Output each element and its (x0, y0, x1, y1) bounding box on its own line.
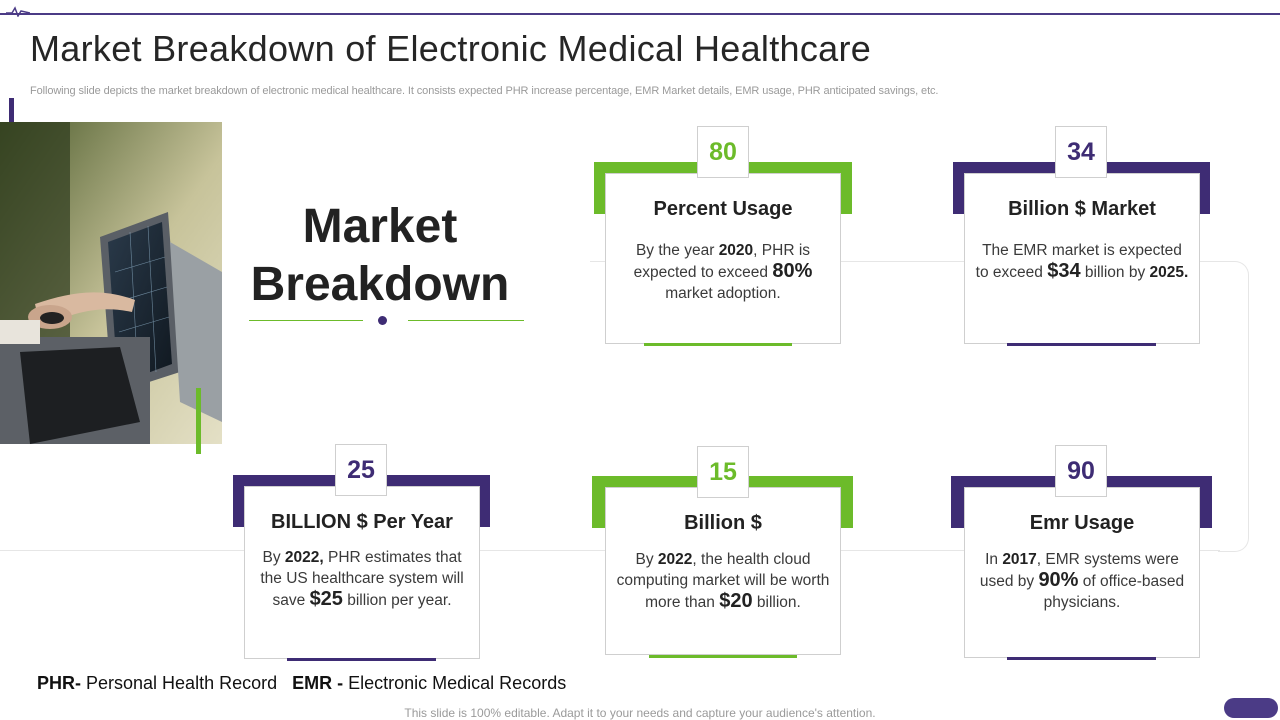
hero-divider-left (249, 320, 363, 321)
connector-line-top (590, 261, 1220, 262)
card-title: Billion $ Market (1008, 198, 1156, 220)
card-percent-usage: Percent Usage By the year 2020, PHR is e… (605, 173, 841, 344)
card-value-badge: 34 (1055, 126, 1107, 178)
card-title: BILLION $ Per Year (271, 511, 453, 533)
card-value-badge: 90 (1055, 445, 1107, 497)
accent-bar-green (196, 388, 201, 454)
hero-heading: Market Breakdown (236, 198, 524, 314)
hero-line-1: Market (302, 200, 458, 253)
hero-divider-right (408, 320, 524, 321)
card-underline (1007, 657, 1156, 660)
card-underline (1007, 343, 1156, 346)
card-value-badge: 80 (697, 126, 749, 178)
card-underline (644, 343, 792, 346)
card-value-badge: 15 (697, 446, 749, 498)
abbreviation-legend: PHR- Personal Health Record EMR - Electr… (37, 673, 567, 693)
heartbeat-icon (6, 6, 30, 17)
page-subtitle: Following slide depicts the market break… (30, 85, 939, 97)
doctor-monitor-photo (0, 122, 222, 444)
card-emr-usage: Emr Usage In 2017, EMR systems were used… (964, 487, 1200, 658)
card-billion-market: Billion $ Market The EMR market is expec… (964, 173, 1200, 344)
card-underline (649, 655, 797, 658)
hero-divider-dot (378, 316, 387, 325)
card-title: Emr Usage (1029, 512, 1135, 534)
card-description: In 2017, EMR systems were used by 90% of… (979, 551, 1185, 611)
card-description: By the year 2020, PHR is expected to exc… (633, 242, 813, 302)
slide-nav-pill[interactable] (1224, 698, 1278, 718)
card-description: The EMR market is expected to exceed $34… (975, 242, 1189, 282)
top-rule (0, 13, 1280, 15)
hero-line-2: Breakdown (250, 258, 510, 311)
card-billion-per-year: BILLION $ Per Year By 2022, PHR estimate… (244, 486, 480, 659)
card-title: Percent Usage (653, 198, 793, 220)
editable-note: This slide is 100% editable. Adapt it to… (404, 706, 876, 720)
card-title: Billion $ (684, 512, 762, 534)
page-title: Market Breakdown of Electronic Medical H… (30, 28, 872, 69)
card-description: By 2022, PHR estimates that the US healt… (260, 549, 464, 610)
card-description: By 2022, the health cloud computing mark… (616, 551, 830, 612)
card-billion: Billion $ By 2022, the health cloud comp… (605, 487, 841, 655)
card-value-badge: 25 (335, 444, 387, 496)
connector-line-corner (1218, 261, 1249, 552)
card-underline (287, 658, 436, 661)
